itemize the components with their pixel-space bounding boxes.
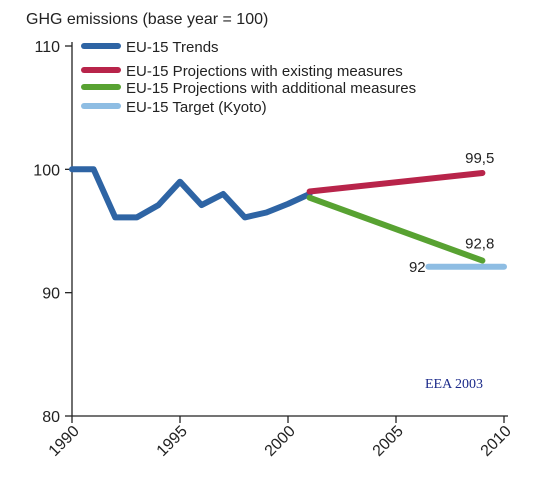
x-tick-label: 1995 bbox=[154, 423, 191, 460]
legend-label-target: EU-15 Target (Kyoto) bbox=[126, 99, 267, 116]
series-line-existing bbox=[306, 170, 486, 195]
source-credit: EEA 2003 bbox=[425, 377, 483, 392]
legend-label-trends: EU-15 Trends bbox=[126, 39, 219, 56]
y-tick-label: 110 bbox=[34, 39, 60, 56]
y-tick-label: 90 bbox=[42, 286, 60, 303]
x-tick-label: 1990 bbox=[46, 423, 83, 460]
y-tick-label: 80 bbox=[42, 409, 60, 426]
series-lines bbox=[69, 166, 507, 270]
legend-label-existing: EU-15 Projections with existing measures bbox=[126, 63, 403, 80]
data-label: 92 bbox=[409, 259, 426, 276]
x-tick-label: 2005 bbox=[370, 423, 407, 460]
data-label: 99,5 bbox=[465, 150, 494, 167]
y-axis-label: GHG emissions (base year = 100) bbox=[26, 11, 268, 28]
legend-label-additional: EU-15 Projections with additional measur… bbox=[126, 80, 416, 97]
series-line-trends bbox=[69, 166, 313, 221]
tick-labels: 80 90 100 110 1990 1995 2000 2005 2010 bbox=[33, 39, 515, 460]
legend: EU-15 Trends EU-15 Projections with exis… bbox=[81, 39, 416, 116]
x-tick-label: 2010 bbox=[478, 423, 515, 460]
axes bbox=[65, 42, 508, 423]
data-label: 92,8 bbox=[465, 235, 494, 252]
y-tick-label: 100 bbox=[33, 162, 60, 179]
data-labels: 99,5 92,8 92 bbox=[409, 150, 494, 276]
x-tick-label: 2000 bbox=[262, 423, 299, 460]
series-line-additional bbox=[306, 194, 486, 264]
